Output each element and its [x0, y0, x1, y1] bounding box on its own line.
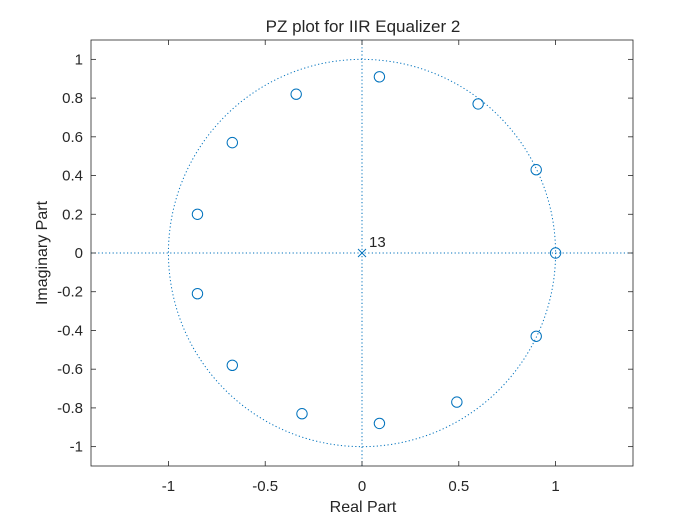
y-tick-label: 0.8: [62, 90, 83, 107]
x-tick-label: -0.5: [252, 478, 278, 495]
y-tick-label: 0: [75, 245, 83, 262]
pole-marker: [357, 248, 367, 258]
y-tick-label: -0.6: [57, 361, 83, 378]
chart-title: PZ plot for IIR Equalizer 2: [266, 17, 461, 36]
pole-multiplicity-label: 13: [369, 234, 386, 251]
zero-marker: [290, 88, 302, 100]
zero-marker: [530, 164, 542, 176]
zero-marker: [191, 287, 204, 300]
y-tick-label: 0.6: [62, 129, 83, 146]
unit-circle: [167, 58, 557, 448]
y-tick-label: -1: [70, 439, 83, 456]
pole-marker-stroke: [357, 248, 367, 258]
zero-marker: [549, 247, 562, 259]
x-tick-label: 0.5: [448, 478, 469, 495]
x-tick-label: -1: [162, 478, 175, 495]
zero-marker: [296, 408, 308, 420]
x-tick-label: 0: [358, 478, 366, 495]
zero-marker: [226, 136, 239, 149]
axis-ticks: -1 -0.5 0 0.5 1 1 0.8 0.6 0.4 0.2 0 -0.2 -0.4 -0.6 -0.…: [57, 40, 633, 495]
plot-marks: 13: [91, 40, 633, 466]
y-tick-label: 0.4: [62, 168, 83, 185]
zero-marker: [191, 208, 204, 220]
y-tick-label: -0.2: [57, 284, 83, 301]
zero-marker: [530, 330, 542, 342]
zero-marker: [226, 359, 239, 372]
zero-marker: [373, 71, 386, 83]
y-tick-label: -0.8: [57, 400, 83, 417]
zero-marker: [373, 417, 386, 430]
y-tick-label: 0.2: [62, 206, 83, 223]
y-tick-label: -0.4: [57, 322, 83, 339]
x-tick-label: 1: [551, 478, 559, 495]
x-axis-label: Real Part: [330, 499, 397, 516]
zero-marker: [472, 98, 484, 110]
y-tick-label: 1: [75, 51, 83, 68]
y-axis-label: Imaginary Part: [34, 200, 51, 305]
zero-marker: [451, 396, 463, 408]
